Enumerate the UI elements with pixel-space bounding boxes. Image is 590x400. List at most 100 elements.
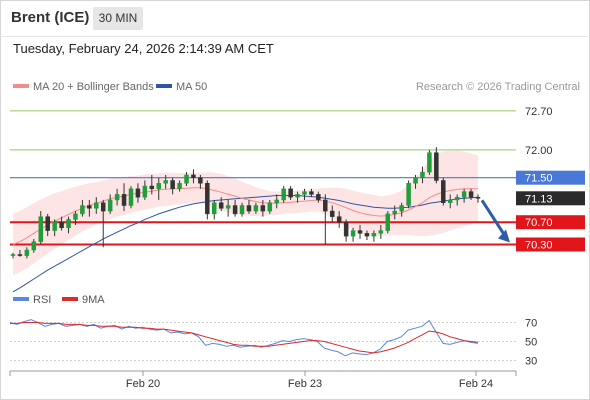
candle-body — [420, 171, 425, 178]
time-axis: Feb 20 Feb 23 Feb 24 — [9, 370, 517, 390]
rsi-tick-50: 50 — [525, 337, 537, 349]
ma50-legend-swatch — [156, 84, 172, 88]
candle-body — [309, 191, 314, 195]
candle-body — [128, 188, 134, 206]
candle-body — [149, 185, 155, 190]
candle-body — [52, 221, 57, 231]
candle-body — [218, 202, 224, 209]
level-label-72.70: 72.70 — [525, 106, 553, 118]
candle-body — [114, 194, 120, 201]
ma20-legend-swatch — [13, 84, 29, 88]
candle-body — [232, 205, 238, 215]
price-plot — [10, 110, 516, 293]
level-tag-70.70 — [516, 215, 585, 230]
candle-body — [350, 230, 356, 237]
candle-body — [357, 230, 363, 234]
candle-body — [295, 194, 300, 198]
timestamp: Tuesday, February 24, 2026 2:14:39 AM CE… — [13, 41, 274, 56]
candle-body — [184, 174, 189, 184]
candle-body — [454, 196, 460, 201]
candle-body — [80, 205, 85, 215]
rsi-legend-swatch — [13, 297, 29, 301]
candle-body — [330, 210, 335, 217]
candle-body — [447, 199, 453, 203]
candle-body — [475, 196, 481, 199]
ma9-legend-swatch — [62, 297, 78, 301]
candle-body — [378, 230, 384, 234]
projection-arrow-head — [498, 229, 510, 243]
candle-body — [364, 233, 370, 237]
chart-header: Brent (ICE) 30 MIN — [0, 0, 590, 36]
candle-body — [371, 233, 377, 237]
level-label-71.50: 71.50 — [525, 173, 553, 185]
candle-body — [302, 191, 307, 195]
candle-body — [142, 185, 148, 198]
candle-body — [239, 205, 245, 215]
candle-body — [468, 191, 474, 198]
level-label-70.70: 70.70 — [525, 217, 553, 229]
candle-body — [100, 202, 106, 212]
ma50-legend-label: MA 50 — [176, 81, 207, 93]
ma20-legend-label: MA 20 + Bollinger Bands — [33, 81, 154, 93]
research-note: Research © 2026 Trading Central — [416, 81, 580, 93]
candle-body — [343, 221, 349, 237]
candle-body — [246, 205, 252, 212]
candle-body — [170, 180, 175, 190]
instrument-title: Brent (ICE) — [11, 9, 90, 26]
header-divider — [0, 36, 590, 37]
candle-body — [336, 216, 342, 223]
bollinger-band — [13, 150, 478, 276]
candle-body — [260, 205, 266, 212]
ma20-line — [12, 187, 478, 245]
rsi-tick-30: 30 — [525, 356, 537, 368]
candle-body — [198, 177, 203, 184]
candle-body — [205, 183, 210, 215]
level-label-71.13: 71.13 — [525, 193, 553, 205]
level-tag-71.50 — [516, 170, 585, 185]
timeframe-button[interactable]: 30 MIN — [93, 7, 143, 30]
candle-body — [274, 199, 279, 203]
level-tag-71.13 — [516, 191, 585, 206]
candle-body — [385, 213, 391, 231]
candle-body — [253, 205, 259, 212]
candle-body — [427, 152, 432, 173]
candle-body — [212, 202, 217, 215]
candle-body — [121, 194, 127, 206]
candle-body — [461, 191, 467, 198]
candle-body — [24, 249, 30, 256]
ma9-legend-label: 9MA — [82, 294, 105, 306]
candle-body — [66, 219, 71, 229]
rsi-line — [9, 319, 479, 357]
time-tick-label: Feb 24 — [459, 378, 493, 390]
level-labels: 72.70 72.00 71.50 71.13 70.70 70.30 — [516, 106, 585, 252]
9ma-line — [10, 322, 479, 354]
level-label-70.30: 70.30 — [525, 239, 553, 251]
candle-body — [45, 216, 50, 231]
candle-body — [10, 254, 16, 256]
candle-body — [94, 202, 99, 209]
candle-body — [107, 199, 113, 212]
candle-body — [413, 177, 418, 184]
rsi-legend-label: RSI — [33, 294, 51, 306]
candle-body — [399, 205, 404, 212]
candle-body — [267, 202, 273, 212]
rsi-tick-70: 70 — [525, 318, 537, 330]
candle-body — [156, 183, 161, 190]
candle-body — [392, 210, 397, 215]
time-tick-label: Feb 23 — [288, 378, 322, 390]
rsi-plot: 70 50 30 — [9, 318, 537, 368]
candle-body — [288, 188, 293, 198]
candle-body — [225, 205, 231, 209]
candle-body — [17, 254, 23, 256]
candle-body — [441, 180, 446, 203]
candle-body — [191, 174, 196, 178]
candle-body — [406, 183, 411, 206]
candle-body — [87, 205, 92, 209]
level-label-72.00: 72.00 — [525, 145, 553, 157]
candle-body — [73, 213, 78, 220]
candle-body — [316, 194, 321, 201]
projection-arrow-shaft — [480, 199, 508, 239]
candle-body — [323, 199, 328, 212]
candle-body — [31, 241, 37, 251]
